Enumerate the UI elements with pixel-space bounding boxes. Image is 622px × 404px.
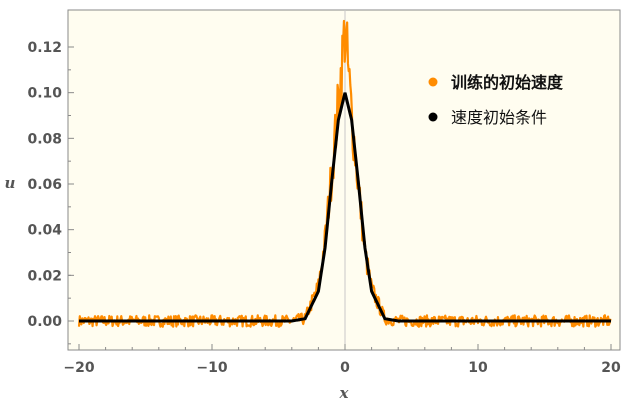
y-axis-ticks: 0.00 0.02 0.04 0.06 0.08 0.10 0.12: [27, 40, 74, 345]
x-tick-label: −10: [196, 360, 227, 376]
legend-label-initial: 速度初始条件: [451, 108, 547, 127]
legend: 训练的初始速度 速度初始条件: [428, 73, 564, 127]
legend-marker-initial: [428, 112, 438, 122]
x-axis-ticks: −20 −10 0 10 20: [63, 344, 621, 376]
x-tick-label: 10: [468, 360, 488, 376]
legend-label-training: 训练的初始速度: [451, 73, 564, 92]
y-tick-label: 0.00: [27, 314, 62, 330]
legend-marker-training: [428, 77, 438, 87]
x-tick-label: −20: [63, 360, 94, 376]
x-tick-label: 0: [340, 360, 350, 376]
y-axis-title: u: [5, 174, 16, 192]
y-tick-label: 0.02: [27, 268, 62, 284]
x-tick-label: 20: [601, 360, 621, 376]
plot-frame: [67, 9, 621, 351]
series-initial-velocity-condition: [79, 92, 611, 323]
y-tick-label: 0.06: [27, 177, 62, 193]
x-axis-title: x: [339, 384, 350, 402]
y-tick-label: 0.12: [27, 40, 62, 56]
y-tick-label: 0.04: [27, 223, 62, 239]
y-tick-label: 0.10: [27, 86, 62, 102]
series-layer: [77, 19, 612, 328]
y-tick-label: 0.08: [27, 131, 62, 147]
